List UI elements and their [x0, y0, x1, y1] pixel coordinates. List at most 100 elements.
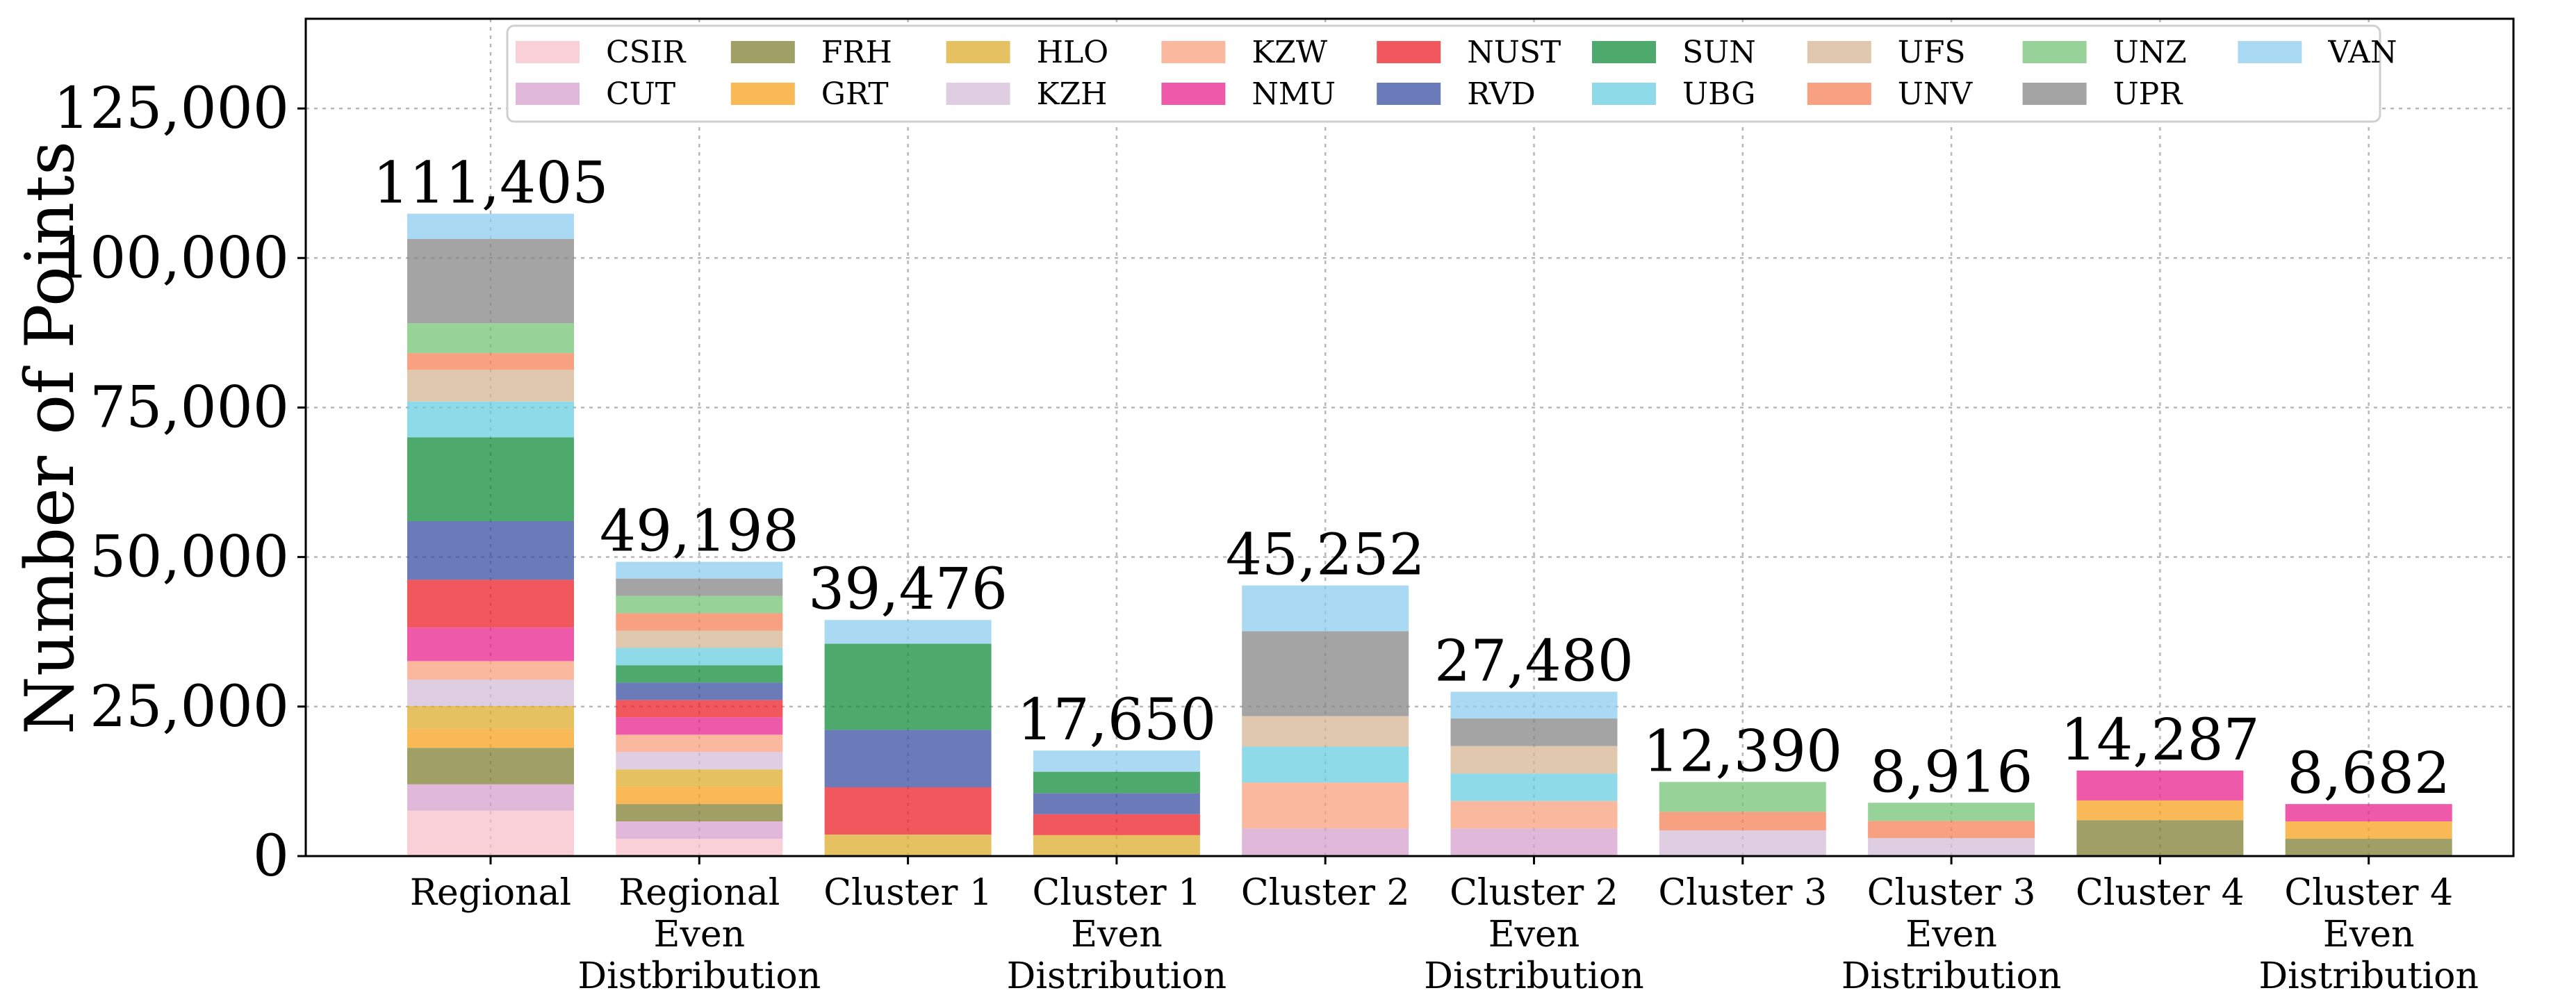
bar-segment-hlo-3 [1033, 835, 1200, 856]
legend-frame [506, 24, 2381, 123]
bar-segment-kzh-1 [616, 752, 783, 770]
bar-total-label-8: 14,287 [2060, 707, 2260, 773]
bar-segment-nmu-9 [2285, 804, 2452, 822]
bar-segment-nmu-0 [407, 627, 574, 662]
legend-swatch-frh [730, 41, 795, 63]
legend-label-ufs: UFS [1898, 35, 1966, 70]
bar-segment-hlo-2 [824, 835, 992, 856]
legend-swatch-nust [1377, 41, 1441, 63]
bar-segment-ufs-0 [407, 370, 574, 402]
legend-swatch-grt [730, 83, 795, 105]
legend-label-rvd: RVD [1467, 76, 1536, 112]
legend: CSIR CUT FRH GRT HLO KZH KZW NMU NUST RVD SUN UBG UF… [506, 24, 2397, 123]
bar-total-label-6: 12,390 [1643, 718, 1842, 785]
legend-swatch-kzh [946, 83, 1010, 105]
bar-total-label-7: 8,916 [1870, 739, 2033, 805]
x-tick-label-cluster-2: Cluster 2 [1241, 872, 1410, 914]
bar-segment-kzw-0 [407, 661, 574, 680]
bar-segment-sun-1 [616, 665, 783, 683]
bar-segment-van-4 [1242, 585, 1409, 632]
bar-segment-unz-0 [407, 323, 574, 354]
bar-segment-ubg-5 [1450, 773, 1618, 801]
bar-segment-frh-1 [616, 804, 783, 822]
legend-label-kzh: KZH [1037, 76, 1108, 112]
bar-segment-nust-1 [616, 700, 783, 718]
bar-segment-hlo-0 [407, 705, 574, 729]
bar-segment-cut-5 [1450, 828, 1618, 856]
bar-total-label-1: 49,198 [600, 499, 799, 565]
bar-segment-kzw-4 [1242, 782, 1409, 829]
bar-segment-rvd-0 [407, 521, 574, 580]
bar-segment-upr-4 [1242, 631, 1409, 716]
bar-segment-ufs-5 [1450, 746, 1618, 774]
bar-segment-nmu-8 [2076, 770, 2244, 800]
legend-label-unz: UNZ [2113, 35, 2187, 70]
legend-label-nust: NUST [1467, 35, 1561, 70]
bar-segment-grt-8 [2076, 800, 2244, 821]
bar-total-label-4: 45,252 [1226, 523, 1425, 589]
bar-segment-unv-0 [407, 353, 574, 370]
legend-label-kzw: KZW [1252, 35, 1327, 70]
legend-label-ubg: UBG [1682, 76, 1755, 112]
bar-segment-grt-0 [407, 728, 574, 748]
bar-total-label-2: 39,476 [808, 557, 1008, 623]
y-axis-label: Number of Points [11, 141, 89, 734]
legend-swatch-hlo [946, 41, 1010, 63]
legend-label-nmu: NMU [1252, 76, 1336, 112]
legend-swatch-nmu [1161, 83, 1226, 105]
bar-segment-ufs-4 [1242, 716, 1409, 747]
bar-segment-nust-2 [824, 787, 992, 835]
legend-swatch-csir [516, 41, 580, 63]
bar-segment-nust-0 [407, 580, 574, 628]
bar-segment-kzw-5 [1450, 800, 1618, 829]
bar-total-label-5: 27,480 [1434, 628, 1634, 694]
x-tick-label-cluster-3-even-distribution: Cluster 3 Even Distribution [1841, 872, 2062, 997]
bars-layer [407, 213, 2452, 856]
legend-label-sun: SUN [1682, 35, 1756, 70]
bar-segment-frh-8 [2076, 820, 2244, 856]
x-tick-label-cluster-1-even-distribution: Cluster 1 Even Distribution [1007, 872, 1227, 997]
x-tick-label-cluster-4: Cluster 4 [2076, 872, 2245, 914]
bar-segment-ufs-1 [616, 630, 783, 648]
legend-label-frh: FRH [821, 35, 892, 70]
bar-segment-van-3 [1033, 750, 1200, 772]
legend-label-csir: CSIR [606, 35, 687, 70]
y-tick-label: 0 [253, 823, 289, 889]
y-tick-label: 25,000 [90, 674, 289, 740]
bar-segment-ubg-0 [407, 401, 574, 438]
bar-segment-grt-9 [2285, 821, 2452, 839]
legend-swatch-ufs [1807, 41, 1871, 63]
y-tick-label: 50,000 [90, 525, 289, 591]
x-tick-label-regional: Regional [410, 872, 571, 914]
bar-total-label-9: 8,682 [2287, 741, 2450, 807]
bar-segment-van-1 [616, 561, 783, 579]
bar-segment-unv-1 [616, 613, 783, 631]
bar-segment-csir-0 [407, 810, 574, 856]
x-tick-label-cluster-4-even-distribution: Cluster 4 Even Distribution [2258, 872, 2479, 997]
bar-segment-cut-4 [1242, 828, 1409, 856]
legend-swatch-rvd [1377, 83, 1441, 105]
y-tick-label: 75,000 [90, 375, 289, 441]
bar-segment-grt-1 [616, 787, 783, 805]
legend-swatch-unv [1807, 83, 1871, 105]
bar-segment-unz-7 [1868, 803, 2035, 821]
bar-segment-frh-0 [407, 748, 574, 785]
x-tick-label-regional-even-distbribution: Regional Even Distbribution [577, 872, 821, 997]
legend-label-unv: UNV [1898, 76, 1974, 112]
legend-label-cut: CUT [606, 76, 675, 112]
bar-segment-unv-6 [1659, 812, 1826, 830]
bar-segment-frh-9 [2285, 839, 2452, 856]
legend-swatch-upr [2022, 83, 2087, 105]
bar-segment-nmu-1 [616, 717, 783, 735]
bar-segment-kzh-7 [1868, 838, 2035, 856]
bar-segment-upr-5 [1450, 718, 1618, 746]
bar-segment-sun-0 [407, 437, 574, 521]
legend-label-van: VAN [2327, 35, 2397, 70]
bar-segment-rvd-2 [824, 730, 992, 788]
legend-label-grt: GRT [821, 76, 889, 112]
bar-segment-sun-3 [1033, 771, 1200, 794]
legend-swatch-van [2238, 41, 2302, 63]
